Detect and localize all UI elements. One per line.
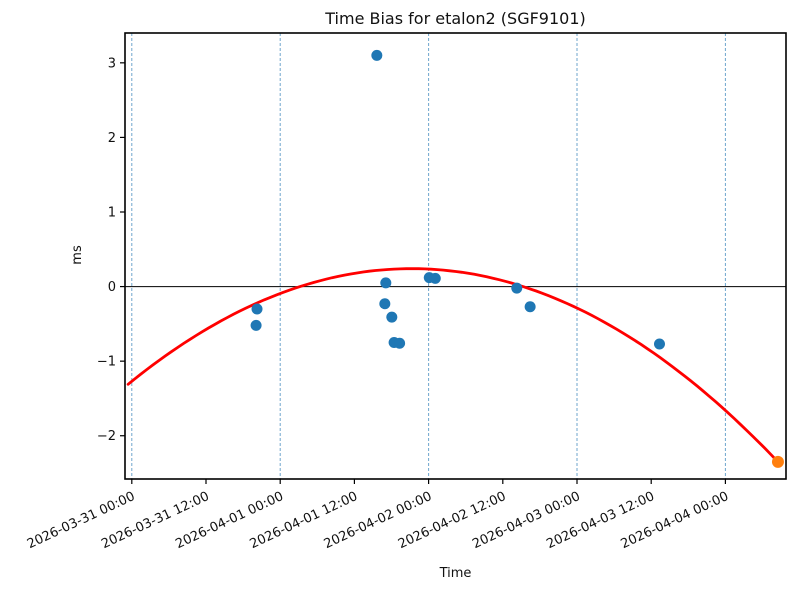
data-point <box>371 49 383 61</box>
latest-data-point <box>771 455 784 468</box>
data-point <box>386 311 398 323</box>
y-tick-label: 2 <box>108 131 116 146</box>
y-tick-label: −1 <box>97 355 116 370</box>
chart-title: Time Bias for etalon2 (SGF9101) <box>325 9 586 28</box>
data-point <box>250 319 262 331</box>
data-point <box>394 337 406 349</box>
data-point <box>653 338 665 350</box>
plot-border <box>124 32 787 480</box>
data-point <box>511 282 523 294</box>
y-tick-label: 3 <box>108 56 116 71</box>
y-tick-label: 1 <box>108 205 116 220</box>
data-point <box>379 298 391 310</box>
data-point <box>380 277 392 289</box>
data-point <box>524 301 536 313</box>
x-axis-label: Time <box>439 566 472 581</box>
fit-curve <box>126 267 779 463</box>
y-tick-label: −2 <box>97 429 116 444</box>
y-tick-label: 0 <box>108 280 116 295</box>
data-point <box>251 303 263 315</box>
data-point <box>429 272 441 284</box>
